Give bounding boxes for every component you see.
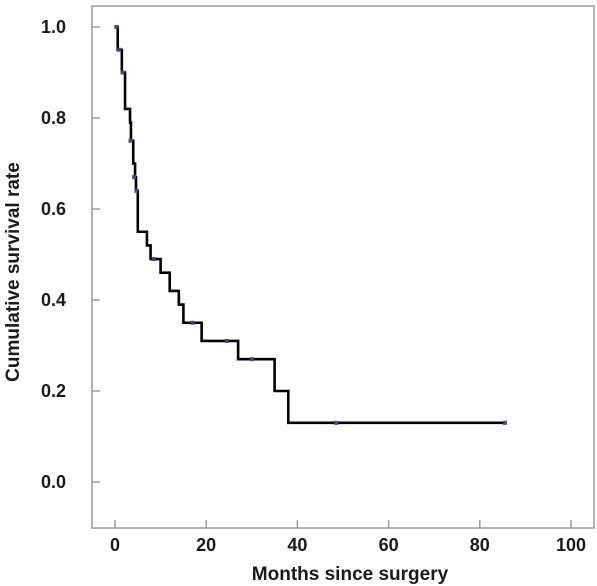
- plot-frame: [91, 5, 595, 529]
- censor-mark: [151, 257, 156, 262]
- x-axis-label: Months since surgery: [252, 564, 449, 585]
- censor-mark: [128, 138, 133, 143]
- censor-mark: [114, 25, 119, 29]
- x-tick-label: 100: [556, 535, 586, 555]
- x-tick-label: 0: [110, 535, 120, 555]
- x-tick-label: 80: [470, 535, 490, 555]
- y-tick-label: 0.4: [41, 290, 66, 310]
- censor-mark: [134, 188, 139, 193]
- x-tick-label: 20: [196, 535, 216, 555]
- censor-marks: [114, 25, 507, 425]
- censor-mark: [334, 420, 339, 425]
- censor-mark: [249, 357, 254, 362]
- series-layer: [115, 25, 505, 425]
- x-tick-label: 60: [379, 535, 399, 555]
- x-tick-label: 40: [287, 535, 307, 555]
- y-tick-label: 0.0: [41, 472, 66, 492]
- y-tick-label: 0.2: [41, 381, 66, 401]
- y-tick-label: 0.8: [41, 108, 66, 128]
- y-tick-label: 1.0: [41, 17, 66, 37]
- censor-mark: [190, 320, 195, 325]
- censor-mark: [502, 420, 507, 425]
- y-axis: 0.0 0.2 0.4 0.6 0.8 1.0: [41, 17, 100, 492]
- censor-mark: [132, 175, 137, 180]
- censor-mark: [120, 70, 125, 75]
- survival-curve: [115, 25, 505, 425]
- censor-mark: [224, 338, 229, 343]
- y-axis-label: Cumulative survival rate: [3, 162, 24, 382]
- y-tick-label: 0.6: [41, 199, 66, 219]
- censor-mark: [117, 47, 122, 52]
- x-axis: 0 20 40 60 80 100: [110, 520, 586, 555]
